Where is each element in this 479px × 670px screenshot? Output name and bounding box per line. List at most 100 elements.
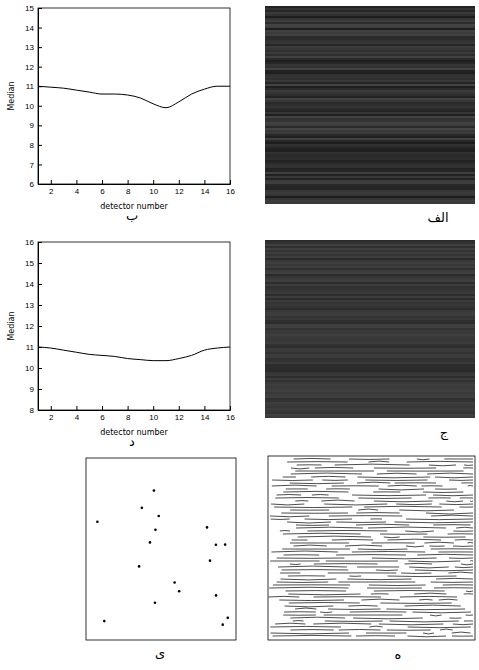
image-stripe	[265, 244, 475, 246]
image-dot	[157, 515, 160, 518]
image-edge	[431, 582, 473, 583]
image-edge	[466, 591, 473, 593]
image-stripe	[265, 318, 475, 320]
image-edge	[350, 611, 407, 612]
y-tick: 15	[25, 259, 42, 268]
image-dot	[221, 623, 224, 626]
image-edge	[298, 536, 371, 538]
image-edge	[448, 533, 473, 534]
image-edge	[431, 548, 473, 549]
image-dot	[178, 590, 181, 593]
image-edge	[352, 551, 425, 552]
image-stripe	[265, 350, 475, 352]
y-axis-title: Median	[7, 81, 16, 110]
image-edge	[314, 596, 382, 597]
image-edge	[435, 477, 473, 479]
image-edge	[272, 480, 313, 482]
image-stripe	[265, 338, 475, 340]
image-edge	[368, 461, 389, 463]
x-tick: 12	[175, 180, 184, 196]
image-edge	[433, 495, 473, 497]
image-dot	[103, 620, 106, 623]
image-edge	[284, 611, 316, 612]
image-edge	[461, 564, 473, 566]
image-dot	[215, 543, 218, 546]
image-stripe	[265, 284, 475, 286]
y-tick: 16	[25, 238, 42, 247]
image-edge	[470, 560, 473, 561]
image-edge	[280, 572, 300, 573]
panel-label: ی	[155, 645, 165, 660]
image-edge	[387, 471, 464, 472]
image-stripe	[265, 394, 475, 396]
y-tick-label: 12	[25, 63, 34, 72]
image-stripe	[265, 400, 475, 402]
image-stripe	[265, 8, 475, 10]
image-stripe	[265, 396, 475, 398]
image-edge	[272, 485, 317, 487]
x-tick-mark	[153, 180, 154, 184]
image-edge	[367, 588, 422, 589]
y-tick-label: 9	[30, 121, 35, 130]
image-stripe	[265, 62, 475, 64]
image-dot	[154, 528, 157, 531]
image-edge	[358, 498, 411, 499]
image-stripe	[265, 328, 475, 330]
image-stripe	[265, 360, 475, 362]
y-tick-label: 11	[26, 343, 35, 352]
image-edge	[460, 497, 473, 498]
image-stripe	[265, 282, 475, 284]
image-stripe	[265, 316, 475, 318]
image-stripe	[265, 184, 475, 186]
x-tick-mark	[76, 406, 77, 410]
image-edge	[406, 519, 473, 521]
image-edge	[408, 636, 447, 638]
image-background	[265, 6, 475, 204]
image-stripe	[265, 194, 475, 196]
x-tick: 2	[49, 180, 54, 196]
image-stripe	[265, 390, 475, 392]
image-edge	[286, 488, 308, 489]
image-stripe	[265, 164, 475, 166]
image-edge	[404, 563, 432, 565]
image-background	[86, 458, 236, 640]
image-edge	[271, 504, 304, 506]
x-tick-mark	[128, 180, 129, 184]
image-stripe	[265, 20, 475, 22]
x-tick-mark	[204, 406, 205, 410]
image-edge	[463, 467, 473, 468]
image-edge	[293, 620, 304, 621]
x-tick-label: 4	[75, 187, 80, 196]
image-stripe	[265, 388, 475, 390]
image-edge	[348, 605, 377, 607]
y-tick-label: 13	[25, 301, 34, 310]
y-tick-label: 13	[25, 43, 34, 52]
image-edge	[358, 549, 408, 551]
image-stripe	[265, 352, 475, 354]
image-stripe	[265, 260, 475, 262]
x-tick-label: 6	[100, 413, 105, 422]
image-edge	[295, 608, 316, 610]
image-stripe	[265, 274, 475, 276]
image-edge	[364, 506, 442, 508]
data-line	[38, 347, 230, 361]
image-edge	[326, 561, 398, 562]
image-edge	[291, 473, 362, 475]
image-edge	[329, 515, 402, 516]
image-stripe	[265, 138, 475, 140]
image-edge	[352, 495, 426, 497]
image-edge	[373, 491, 400, 492]
image-edge	[374, 590, 445, 591]
image-stripe	[265, 80, 475, 82]
image-stripe	[265, 124, 475, 126]
image-edge	[349, 459, 389, 460]
image-edge	[379, 489, 424, 491]
image-stripe	[265, 254, 475, 256]
image-edge	[414, 593, 446, 595]
image-edge	[377, 473, 417, 475]
image-stripe	[265, 292, 475, 294]
y-tick-mark	[38, 67, 42, 68]
image-stripe	[265, 348, 475, 350]
panel: 2468101214168910111213141516detector num…	[7, 238, 235, 449]
image-stripe	[265, 196, 475, 198]
